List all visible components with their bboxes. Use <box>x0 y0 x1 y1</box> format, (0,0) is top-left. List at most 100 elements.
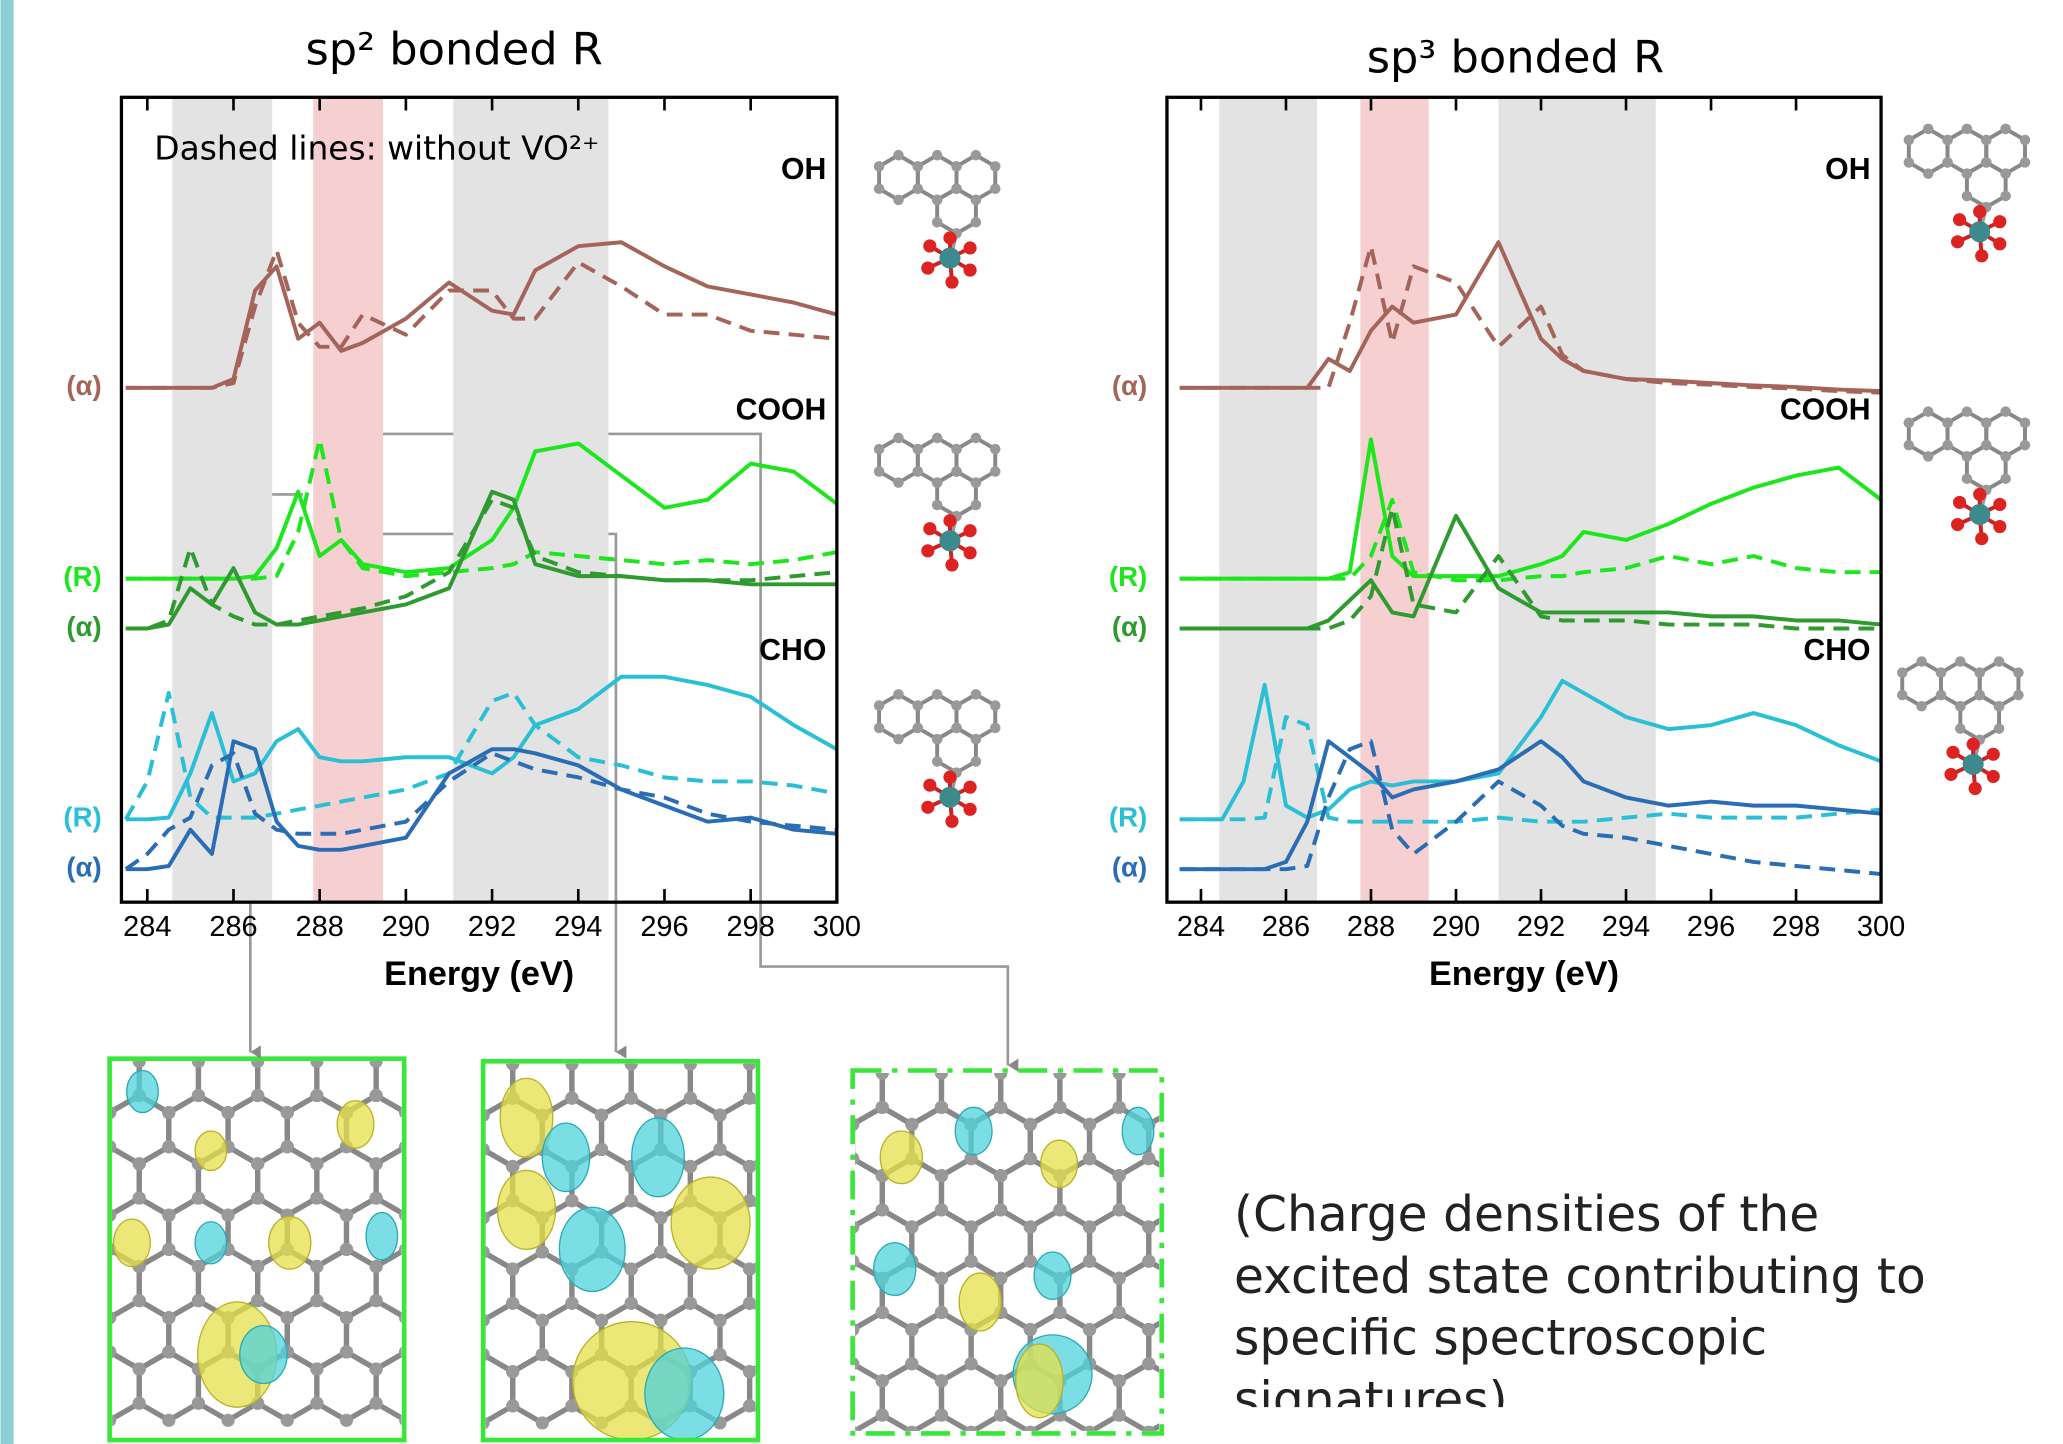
atom <box>994 1169 1007 1182</box>
atom <box>932 689 943 700</box>
atom <box>417 1211 430 1224</box>
atom <box>932 477 943 488</box>
atom <box>832 1348 845 1361</box>
atom <box>2000 124 2011 135</box>
atom <box>1904 440 1915 451</box>
atom <box>1113 1272 1126 1285</box>
oxygen <box>964 781 977 794</box>
atom <box>447 1092 460 1105</box>
lattice-ring <box>424 1303 483 1371</box>
atom <box>1172 1169 1185 1182</box>
x-tick-label: 288 <box>296 911 344 943</box>
atom <box>913 444 924 455</box>
atom <box>340 1209 353 1222</box>
atom <box>913 466 924 477</box>
atom <box>447 1263 460 1276</box>
atom <box>625 1263 638 1276</box>
atom <box>935 1169 948 1182</box>
atom <box>447 1399 460 1412</box>
atom <box>1113 1408 1126 1421</box>
atom <box>713 1040 726 1053</box>
atom <box>951 723 962 734</box>
lattice-ring <box>764 1364 823 1432</box>
atom <box>874 700 885 711</box>
atom <box>905 1357 918 1370</box>
density-lobe <box>498 1170 556 1249</box>
atom <box>971 734 982 745</box>
lattice-ring <box>779 1303 838 1371</box>
atom <box>281 1038 294 1051</box>
oxygen <box>945 276 958 289</box>
atom <box>935 1067 948 1080</box>
x-axis-label: Energy (eV) <box>1429 955 1619 993</box>
oxygen <box>943 514 956 527</box>
atom <box>816 1408 829 1421</box>
atom <box>370 1362 383 1375</box>
atom <box>743 1092 756 1105</box>
atom <box>73 1157 86 1170</box>
oxygen <box>1946 746 1959 759</box>
atom <box>787 1118 800 1131</box>
oxygen <box>923 522 936 535</box>
atom <box>73 1294 86 1307</box>
lattice-ring <box>779 1201 838 1269</box>
atom <box>447 1160 460 1173</box>
atom <box>654 1040 667 1053</box>
atom <box>340 1243 353 1256</box>
atom <box>429 1089 442 1102</box>
atom <box>447 1194 460 1207</box>
density-lobe <box>269 1216 311 1269</box>
atom <box>787 1152 800 1165</box>
bond-ring <box>937 189 976 234</box>
atom <box>1172 1101 1185 1114</box>
atom <box>44 1140 57 1153</box>
x-tick-label: 290 <box>382 911 430 943</box>
lattice-ring <box>21 1249 80 1317</box>
lattice-ring <box>50 1095 109 1163</box>
atom <box>429 1294 442 1307</box>
oxygen <box>921 801 934 814</box>
atom <box>932 217 943 228</box>
atom <box>1113 1306 1126 1319</box>
lattice-ring <box>317 1352 376 1420</box>
atom <box>816 1203 829 1216</box>
vanadium <box>939 248 960 269</box>
atom <box>417 1143 430 1156</box>
atom <box>951 444 962 455</box>
atom <box>965 1255 978 1268</box>
atom <box>802 1194 815 1207</box>
atom <box>44 1209 57 1222</box>
density-lobe <box>1041 1140 1078 1187</box>
density-lobe <box>366 1213 398 1260</box>
atom <box>44 1345 57 1358</box>
atom <box>1974 690 1985 701</box>
lattice-ring <box>50 1198 109 1266</box>
group-label: CHO <box>759 634 826 667</box>
atom <box>388 1263 401 1276</box>
atom <box>565 1297 578 1310</box>
atom <box>905 1323 918 1336</box>
atom <box>787 1357 800 1370</box>
x-tick-label: 284 <box>123 911 171 943</box>
atom <box>162 1243 175 1256</box>
atom <box>506 1263 519 1276</box>
lattice-ring <box>793 1312 852 1380</box>
atom <box>310 1191 323 1204</box>
atom <box>417 1143 430 1156</box>
atom <box>654 1211 667 1224</box>
density-lobe <box>959 1273 1001 1331</box>
atom <box>816 1101 829 1114</box>
atom <box>44 1345 57 1358</box>
atom <box>816 1101 829 1114</box>
atom <box>816 1101 829 1114</box>
atom <box>1201 1357 1214 1370</box>
lattice-ring <box>21 1044 80 1112</box>
atom <box>787 1255 800 1268</box>
atom <box>1904 418 1915 429</box>
atom <box>1172 1272 1185 1285</box>
atom <box>1201 1323 1214 1336</box>
panel-content <box>388 1040 845 1440</box>
atom <box>447 1263 460 1276</box>
atom <box>429 1191 442 1204</box>
atom <box>816 1408 829 1421</box>
